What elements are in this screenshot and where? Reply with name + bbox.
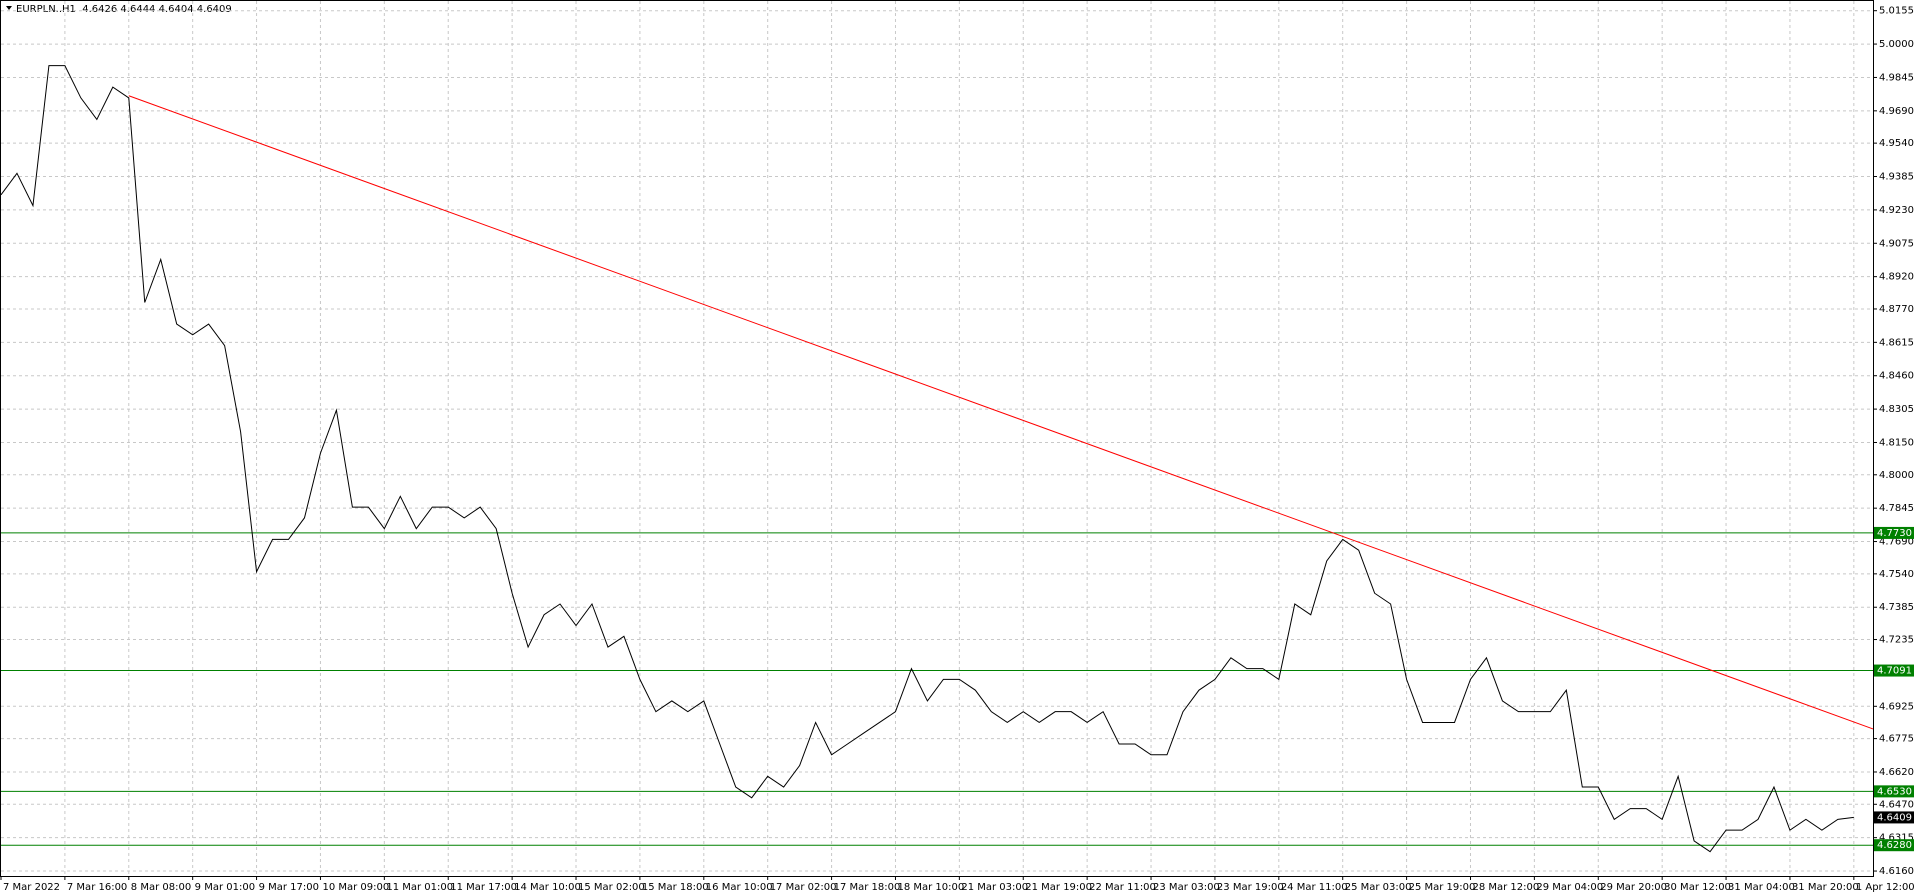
x-tick-label: 8 Mar 08:00 [131,882,191,893]
x-tick-label: 17 Mar 02:00 [770,882,837,893]
y-tick-label: 4.7385 [1879,602,1914,613]
y-tick-label: 4.6160 [1879,866,1914,877]
y-tick-label: 4.6470 [1879,799,1914,810]
x-tick-label: 31 Mar 04:00 [1728,882,1795,893]
y-tick-label: 4.6620 [1879,767,1914,778]
level-label: 4.6280 [1877,840,1912,851]
y-tick-label: 4.9540 [1879,138,1914,149]
x-tick-label: 22 Mar 11:00 [1089,882,1156,893]
level-label: 4.6530 [1877,786,1912,797]
x-tick-label: 28 Mar 12:00 [1472,882,1539,893]
x-tick-label: 18 Mar 10:00 [897,882,964,893]
y-tick-label: 4.6775 [1879,734,1914,745]
y-tick-label: 5.0155 [1879,6,1914,17]
y-tick-label: 4.6925 [1879,701,1914,712]
y-tick-label: 4.8000 [1879,470,1914,481]
y-tick-label: 4.8770 [1879,304,1914,315]
level-box [1874,785,1914,798]
y-tick-label: 4.7845 [1879,503,1914,514]
last-price-label: 4.6409 [1877,812,1912,823]
x-tick-label: 29 Mar 04:00 [1536,882,1603,893]
x-tick-label: 24 Mar 11:00 [1281,882,1348,893]
level-label: 4.7091 [1877,666,1912,677]
x-tick-label: 31 Mar 20:00 [1792,882,1859,893]
x-tick-label: 23 Mar 03:00 [1153,882,1220,893]
last-price-box [1874,811,1914,824]
x-tick-label: 25 Mar 03:00 [1345,882,1412,893]
x-tick-label: 11 Mar 17:00 [450,882,517,893]
x-tick-label: 11 Mar 01:00 [386,882,453,893]
y-tick-label: 4.8460 [1879,371,1914,382]
x-tick-label: 17 Mar 18:00 [834,882,901,893]
level-label: 4.7730 [1877,528,1912,539]
y-tick-label: 4.7540 [1879,569,1914,580]
x-tick-label: 29 Mar 20:00 [1600,882,1667,893]
y-tick-label: 5.0000 [1879,39,1914,50]
trend-line [128,95,1874,730]
level-box [1874,664,1914,677]
level-box [1874,526,1914,539]
x-tick-label: 9 Mar 01:00 [195,882,255,893]
x-tick-label: 9 Mar 17:00 [259,882,319,893]
x-tick-label: 15 Mar 02:00 [578,882,645,893]
y-tick-label: 4.9845 [1879,72,1914,83]
y-tick-label: 4.9690 [1879,106,1914,117]
y-tick-label: 4.8150 [1879,437,1914,448]
y-tick-label: 4.7235 [1879,635,1914,646]
plot-frame [0,0,1874,877]
x-tick-label: 14 Mar 10:00 [514,882,581,893]
x-tick-label: 1 Apr 12:00 [1856,882,1915,893]
y-tick-label: 4.8305 [1879,404,1914,415]
price-line [0,65,1854,853]
y-tick-label: 4.8615 [1879,337,1914,348]
x-tick-label: 7 Mar 16:00 [67,882,127,893]
x-tick-label: 10 Mar 09:00 [322,882,389,893]
x-tick-label: 23 Mar 19:00 [1217,882,1284,893]
y-tick-label: 4.6315 [1879,833,1914,844]
y-tick-label: 4.8920 [1879,272,1914,283]
x-tick-label: 21 Mar 03:00 [961,882,1028,893]
y-tick-label: 4.9075 [1879,238,1914,249]
x-tick-label: 30 Mar 12:00 [1664,882,1731,893]
x-tick-label: 16 Mar 10:00 [706,882,773,893]
x-tick-label: 21 Mar 19:00 [1025,882,1092,893]
menu-triangle[interactable] [6,6,12,10]
x-tick-label: 7 Mar 2022 [3,882,60,893]
y-tick-label: 4.7690 [1879,537,1914,548]
y-tick-label: 4.9385 [1879,172,1914,183]
chart-title: EURPLN..H1 4.6426 4.6444 4.6404 4.6409 [16,4,232,15]
y-tick-label: 4.9230 [1879,205,1914,216]
x-tick-label: 25 Mar 19:00 [1409,882,1476,893]
level-box [1874,839,1914,852]
x-tick-label: 15 Mar 18:00 [642,882,709,893]
